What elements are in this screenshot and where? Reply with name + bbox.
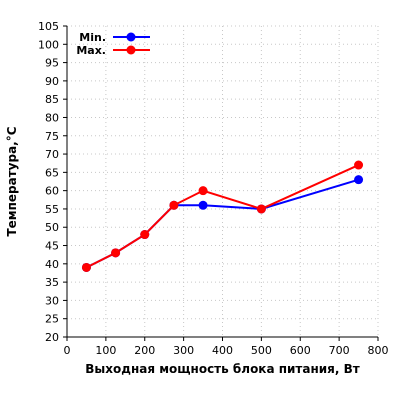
x-tick-label: 200 xyxy=(134,344,155,357)
y-tick-label: 40 xyxy=(45,258,59,271)
legend: Min.Max. xyxy=(76,31,150,57)
x-tick-label: 0 xyxy=(64,344,71,357)
y-tick-label: 35 xyxy=(45,276,59,289)
series xyxy=(81,160,364,272)
y-tick-label: 90 xyxy=(45,75,59,88)
data-point-min xyxy=(354,175,364,185)
x-tick-label: 300 xyxy=(173,344,194,357)
x-tick-label: 500 xyxy=(251,344,272,357)
data-point-max xyxy=(256,204,266,214)
y-tick-label: 60 xyxy=(45,185,59,198)
data-point-max xyxy=(198,186,208,196)
data-point-max xyxy=(111,248,121,258)
legend-marker-min xyxy=(126,32,136,42)
y-tick-label: 85 xyxy=(45,93,59,106)
y-tick-label: 65 xyxy=(45,166,59,179)
x-tick-label: 400 xyxy=(212,344,233,357)
data-point-max xyxy=(169,200,179,210)
y-tick-label: 105 xyxy=(38,20,59,33)
x-axis-title: Выходная мощность блока питания, Вт xyxy=(85,362,360,376)
data-point-max xyxy=(81,262,91,272)
y-tick-label: 70 xyxy=(45,148,59,161)
data-point-min xyxy=(198,200,208,210)
data-point-max xyxy=(140,230,150,240)
data-point-max xyxy=(354,160,364,170)
legend-label-max: Max. xyxy=(76,44,106,57)
y-tick-label: 100 xyxy=(38,38,59,51)
x-tick-label: 700 xyxy=(329,344,350,357)
y-axis-title: Температура,°C xyxy=(5,126,19,236)
y-tick-label: 95 xyxy=(45,57,59,70)
y-tick-label: 20 xyxy=(45,331,59,344)
legend-marker-max xyxy=(126,45,136,55)
y-tick-label: 55 xyxy=(45,203,59,216)
y-tick-label: 80 xyxy=(45,111,59,124)
x-tick-label: 800 xyxy=(368,344,389,357)
legend-label-min: Min. xyxy=(79,31,106,44)
y-tick-label: 25 xyxy=(45,313,59,326)
y-tick-label: 30 xyxy=(45,294,59,307)
y-tick-label: 50 xyxy=(45,221,59,234)
x-tick-label: 100 xyxy=(95,344,116,357)
x-tick-label: 600 xyxy=(290,344,311,357)
axes: 0 100 200 300 400 500 600 700 800 20 25 30 35 40 45 50 5… xyxy=(38,20,389,357)
y-tick-label: 45 xyxy=(45,240,59,253)
y-tick-label: 75 xyxy=(45,130,59,143)
